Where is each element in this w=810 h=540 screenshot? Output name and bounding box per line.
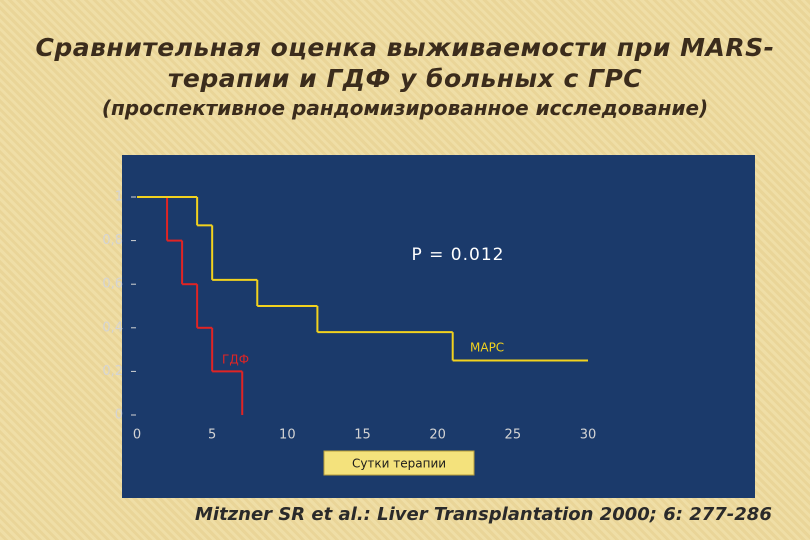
y-tick-label: 0,8 bbox=[102, 233, 123, 248]
title-line: терапии и ГДФ у больных с ГРС bbox=[167, 64, 643, 93]
chart-panel bbox=[122, 155, 755, 498]
series-label: ГДФ bbox=[222, 353, 249, 367]
xlabel-box bbox=[323, 450, 475, 476]
y-tick-label: 0,2 bbox=[102, 364, 123, 379]
x-tick-label: 25 bbox=[505, 428, 522, 443]
x-axis-label: Сутки терапии bbox=[352, 457, 446, 471]
x-tick-label: 20 bbox=[429, 428, 446, 443]
x-tick-label: 15 bbox=[354, 428, 371, 443]
y-tick-label: 0,4 bbox=[102, 320, 123, 335]
x-tick-label: 30 bbox=[580, 428, 597, 443]
series-label: МАРС bbox=[470, 341, 504, 355]
y-tick-label: 1 bbox=[115, 190, 123, 205]
y-tick-label: 0 bbox=[115, 408, 123, 423]
citation: Mitzner SR et al.: Liver Transplantation… bbox=[195, 504, 772, 525]
x-tick-label: 5 bbox=[208, 428, 216, 443]
x-tick-label: 0 bbox=[133, 428, 141, 443]
x-tick-label: 10 bbox=[279, 428, 296, 443]
y-tick-label: 0,6 bbox=[102, 277, 123, 292]
subtitle: (проспективное рандомизированное исследо… bbox=[101, 96, 709, 120]
annotation: P = 0.012 bbox=[412, 245, 505, 265]
title-line: Сравнительная оценка выживаемости при MA… bbox=[35, 33, 775, 62]
